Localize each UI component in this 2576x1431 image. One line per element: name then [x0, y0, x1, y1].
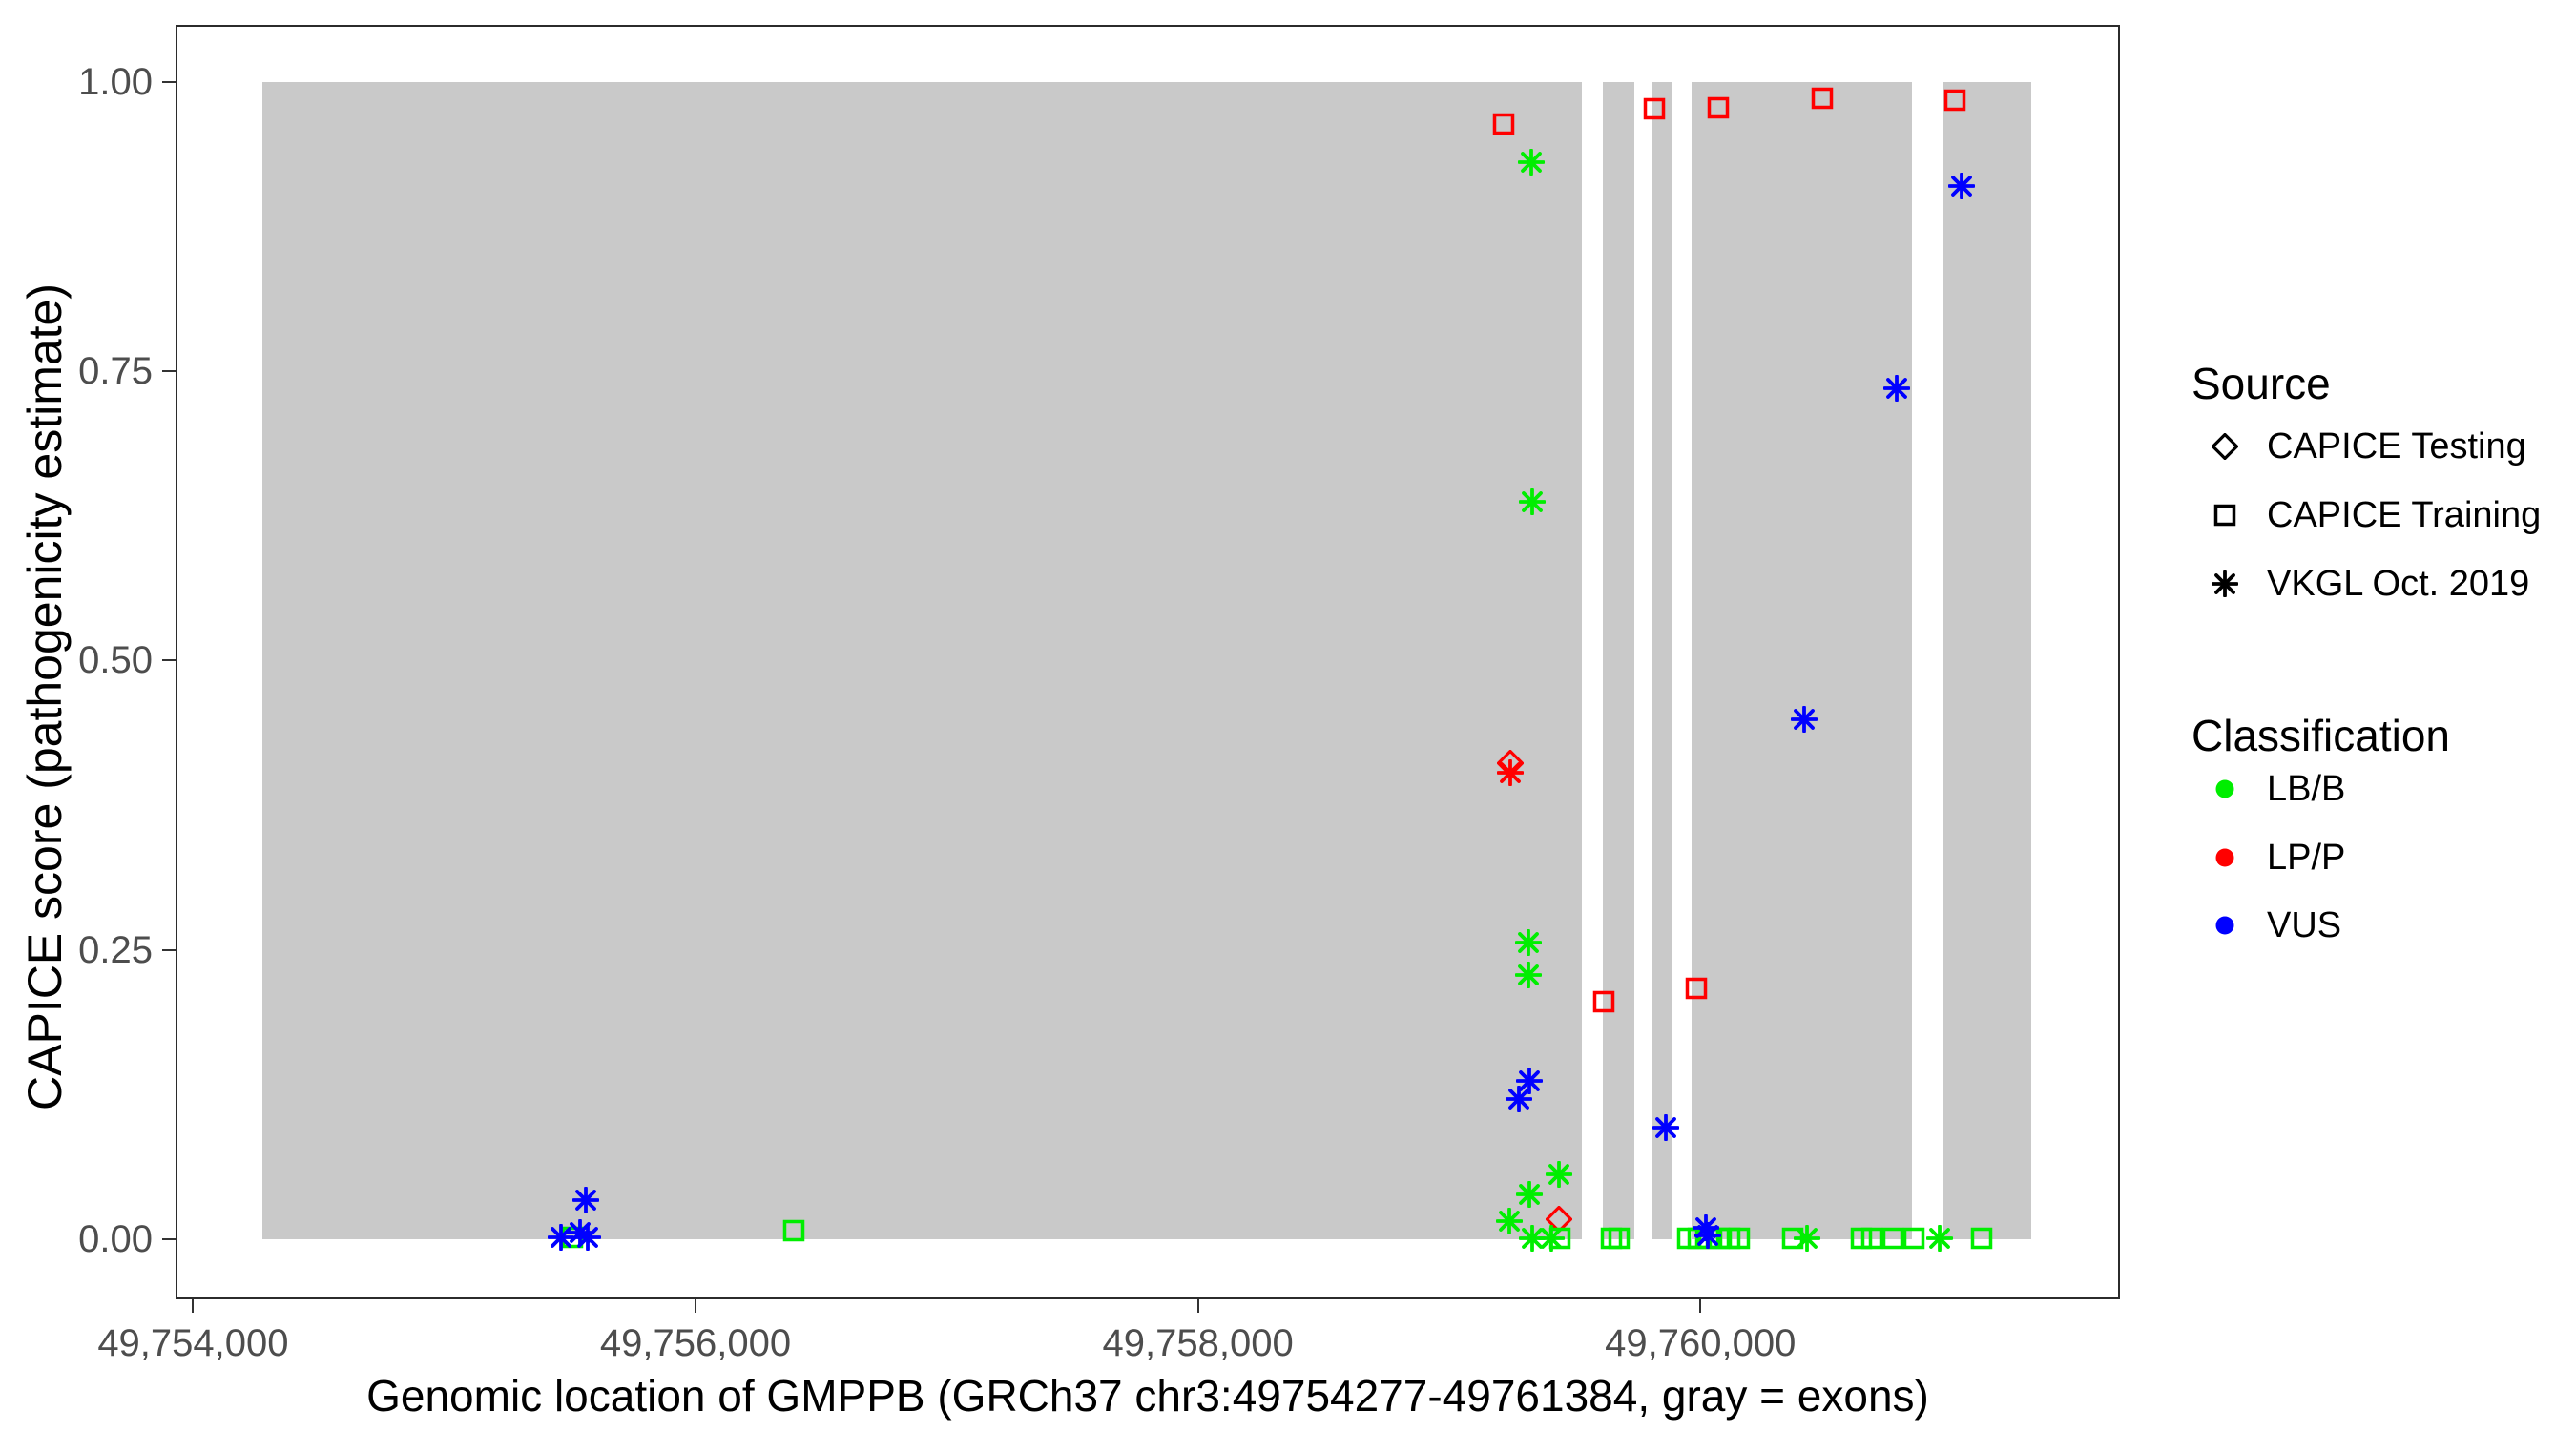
- data-point-asterisk: [1518, 487, 1547, 520]
- y-axis-tick-label: 0.50: [78, 639, 153, 682]
- data-point-square: [1968, 1225, 1995, 1256]
- circle-swatch-icon: [2212, 776, 2238, 807]
- data-point-square: [1547, 1225, 1573, 1256]
- data-point-asterisk: [1545, 1160, 1573, 1192]
- data-point-square: [780, 1217, 807, 1249]
- data-point-square: [1490, 111, 1517, 142]
- x-axis-tick-label: 49,756,000: [599, 1322, 792, 1364]
- legend-source-title: Source: [2192, 359, 2331, 408]
- data-point-square: [1942, 87, 1968, 118]
- data-point-square: [1590, 988, 1617, 1020]
- data-point-asterisk: [1790, 705, 1818, 737]
- data-point-square: [1726, 1225, 1753, 1256]
- data-point-asterisk: [1947, 172, 1975, 204]
- circle-swatch-icon: [2212, 844, 2238, 876]
- data-point-asterisk: [1515, 1180, 1544, 1213]
- y-axis-tick-mark: [162, 659, 176, 662]
- data-point-square: [1606, 1225, 1632, 1256]
- x-axis-tick-mark: [1699, 1299, 1702, 1313]
- legend-source-item-label: CAPICE Training: [2267, 495, 2542, 535]
- y-axis-tick-mark: [162, 81, 176, 84]
- asterisk-icon: [2211, 570, 2239, 602]
- legend-classification-title: Classification: [2192, 711, 2450, 760]
- data-point-asterisk: [1882, 375, 1911, 406]
- data-point-asterisk: [1515, 1067, 1544, 1099]
- legend-classification-item-label: LB/B: [2267, 769, 2346, 809]
- y-axis-tick-mark: [162, 1237, 176, 1240]
- data-point-asterisk: [1517, 148, 1546, 180]
- exon-band: [262, 82, 1582, 1239]
- y-axis-tick-label: 0.25: [78, 928, 153, 971]
- x-axis-tick-label: 49,758,000: [1102, 1322, 1294, 1364]
- y-axis-tick-label: 0.00: [78, 1217, 153, 1260]
- data-point-asterisk: [1495, 1207, 1524, 1239]
- y-axis-tick-mark: [162, 948, 176, 951]
- data-point-square: [1880, 1225, 1906, 1256]
- x-axis-tick-mark: [695, 1299, 697, 1313]
- y-axis-tick-label: 1.00: [78, 61, 153, 104]
- x-axis-tick-label: 49,754,000: [97, 1322, 289, 1364]
- diamond-icon: [2211, 432, 2239, 465]
- y-axis-tick-label: 0.75: [78, 350, 153, 393]
- data-point-square: [1705, 94, 1732, 126]
- data-point-square: [1859, 1225, 1885, 1256]
- data-point-square: [1641, 95, 1668, 127]
- data-point-square: [1779, 1225, 1806, 1256]
- data-point-asterisk: [573, 1223, 602, 1255]
- data-point-asterisk: [1925, 1224, 1954, 1256]
- x-axis-title: Genomic location of GMPPB (GRCh37 chr3:4…: [366, 1371, 1929, 1421]
- exon-band: [1603, 82, 1635, 1239]
- x-axis-tick-mark: [1196, 1299, 1199, 1313]
- data-point-asterisk: [1514, 929, 1543, 961]
- legend-classification-item-label: LP/P: [2267, 838, 2346, 878]
- data-point-asterisk: [571, 1186, 600, 1218]
- data-point-square: [1809, 85, 1836, 116]
- circle-swatch-icon: [2212, 912, 2238, 944]
- legend-source-item-label: CAPICE Testing: [2267, 426, 2526, 467]
- data-point-square: [1683, 975, 1710, 1006]
- data-point-asterisk: [1496, 758, 1525, 791]
- data-point-asterisk: [1505, 1085, 1533, 1117]
- square-icon: [2212, 502, 2238, 533]
- data-point-asterisk: [1652, 1114, 1680, 1146]
- x-axis-tick-label: 49,760,000: [1605, 1322, 1797, 1364]
- y-axis-title: CAPICE score (pathogenicity estimate): [18, 282, 72, 1110]
- exon-band: [1942, 82, 2031, 1239]
- exon-band: [1652, 82, 1672, 1239]
- data-point-asterisk: [1693, 1221, 1722, 1254]
- legend-source-item-label: VKGL Oct. 2019: [2267, 564, 2530, 604]
- exon-band: [1692, 82, 1912, 1239]
- data-point-asterisk: [1514, 961, 1543, 993]
- legend-classification-item-label: VUS: [2267, 905, 2342, 945]
- y-axis-tick-mark: [162, 370, 176, 373]
- x-axis-tick-mark: [192, 1299, 195, 1313]
- data-point-square: [1901, 1225, 1927, 1256]
